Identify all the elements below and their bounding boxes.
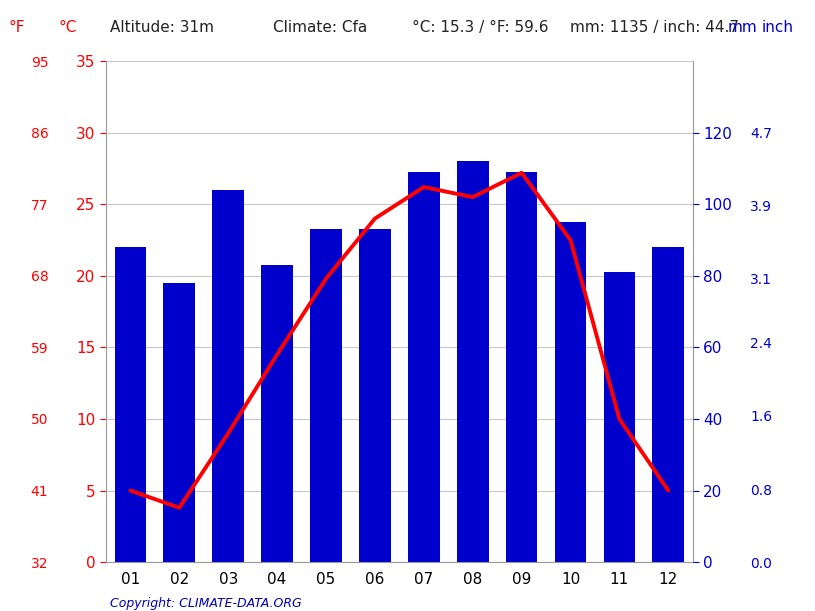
Bar xyxy=(652,247,684,562)
Text: Copyright: CLIMATE-DATA.ORG: Copyright: CLIMATE-DATA.ORG xyxy=(110,597,302,610)
Bar xyxy=(359,229,391,562)
Bar xyxy=(212,190,244,562)
Text: Altitude: 31m: Altitude: 31m xyxy=(110,20,214,35)
Text: mm: 1135 / inch: 44.7: mm: 1135 / inch: 44.7 xyxy=(570,20,739,35)
Text: °F: °F xyxy=(8,20,24,35)
Bar xyxy=(554,222,586,562)
Bar xyxy=(408,172,440,562)
Bar xyxy=(261,265,293,562)
Bar xyxy=(114,247,147,562)
Bar xyxy=(603,273,636,562)
Text: °C: °C xyxy=(59,20,77,35)
Bar xyxy=(310,229,342,562)
Text: inch: inch xyxy=(762,20,794,35)
Bar xyxy=(505,172,538,562)
Bar xyxy=(163,283,196,562)
Bar xyxy=(456,161,488,562)
Text: mm: mm xyxy=(728,20,758,35)
Text: Climate: Cfa: Climate: Cfa xyxy=(273,20,368,35)
Text: °C: 15.3 / °F: 59.6: °C: 15.3 / °F: 59.6 xyxy=(412,20,548,35)
